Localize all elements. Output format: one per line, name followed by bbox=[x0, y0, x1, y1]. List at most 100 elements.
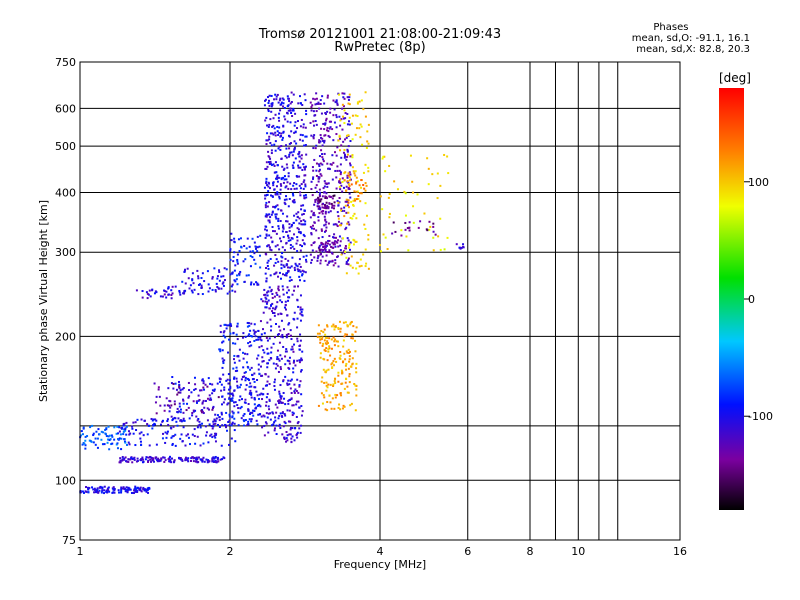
echo-point bbox=[154, 401, 157, 404]
echo-point bbox=[79, 491, 82, 494]
echo-point bbox=[301, 350, 304, 353]
echo-point bbox=[289, 420, 292, 423]
echo-point bbox=[324, 223, 327, 226]
echo-point bbox=[134, 444, 137, 447]
echo-point bbox=[367, 170, 370, 173]
echo-point bbox=[251, 335, 254, 338]
echo-point bbox=[229, 392, 232, 395]
echo-point bbox=[277, 400, 280, 403]
echo-point bbox=[304, 144, 307, 147]
echo-point bbox=[197, 394, 200, 397]
echo-point bbox=[293, 148, 296, 151]
echo-point bbox=[256, 246, 259, 249]
echo-point bbox=[256, 404, 259, 407]
echo-point bbox=[291, 192, 294, 195]
echo-point bbox=[304, 99, 307, 102]
echo-point bbox=[243, 424, 246, 427]
echo-point bbox=[285, 144, 288, 147]
echo-point bbox=[336, 211, 339, 214]
echo-point bbox=[276, 244, 279, 247]
echo-point bbox=[305, 135, 308, 138]
echo-point bbox=[276, 349, 279, 352]
echo-point bbox=[279, 400, 282, 403]
echo-point bbox=[333, 233, 336, 236]
echo-point bbox=[228, 338, 231, 341]
echo-point bbox=[355, 394, 358, 397]
echo-point bbox=[261, 360, 264, 363]
echo-point bbox=[291, 245, 294, 248]
echo-point bbox=[257, 368, 260, 371]
echo-point bbox=[194, 383, 197, 386]
echo-point bbox=[339, 188, 342, 191]
echo-point bbox=[286, 215, 289, 218]
echo-point bbox=[299, 191, 302, 194]
echo-point bbox=[262, 414, 265, 417]
echo-point bbox=[298, 217, 301, 220]
echo-point bbox=[323, 128, 326, 131]
echo-point bbox=[347, 174, 350, 177]
echo-point bbox=[277, 289, 280, 292]
echo-point bbox=[245, 361, 248, 364]
echo-point bbox=[207, 459, 210, 462]
echo-point bbox=[187, 406, 190, 409]
echo-point bbox=[271, 302, 274, 305]
echo-point bbox=[153, 292, 156, 295]
echo-point bbox=[337, 245, 340, 248]
echo-point bbox=[300, 357, 303, 360]
echo-point bbox=[288, 322, 291, 325]
echo-point bbox=[88, 486, 91, 489]
echo-point bbox=[336, 199, 339, 202]
echo-point bbox=[165, 436, 168, 439]
echo-point bbox=[222, 456, 225, 459]
grid-lines bbox=[80, 62, 680, 540]
echo-point bbox=[221, 395, 224, 398]
echo-point bbox=[130, 456, 133, 459]
echo-point bbox=[276, 406, 279, 409]
echo-point bbox=[412, 191, 415, 194]
echo-point bbox=[259, 254, 262, 257]
echo-point bbox=[338, 115, 341, 118]
echo-point bbox=[320, 329, 323, 332]
echo-point bbox=[141, 296, 144, 299]
echo-point bbox=[274, 306, 277, 309]
echo-point bbox=[297, 231, 300, 234]
echo-point bbox=[230, 239, 233, 242]
echo-point bbox=[334, 151, 337, 154]
echo-point bbox=[351, 156, 354, 159]
echo-point bbox=[293, 383, 296, 386]
echo-point bbox=[231, 392, 234, 395]
echo-point bbox=[232, 411, 235, 414]
echo-point bbox=[179, 419, 182, 422]
echo-point bbox=[167, 287, 170, 290]
echo-point bbox=[228, 415, 231, 418]
echo-point bbox=[345, 185, 348, 188]
echo-point bbox=[269, 118, 272, 121]
echo-point bbox=[332, 243, 335, 246]
echo-point bbox=[287, 239, 290, 242]
echo-point bbox=[337, 374, 340, 377]
echo-point bbox=[301, 269, 304, 272]
echo-point bbox=[213, 434, 216, 437]
echo-point bbox=[462, 243, 465, 246]
echo-point bbox=[303, 194, 306, 197]
echo-point bbox=[277, 358, 280, 361]
echo-point bbox=[153, 422, 156, 425]
echo-point bbox=[328, 249, 331, 252]
echo-point bbox=[298, 152, 301, 155]
echo-point bbox=[346, 153, 349, 156]
echo-point bbox=[320, 136, 323, 139]
echo-point bbox=[338, 357, 341, 360]
echo-point bbox=[337, 204, 340, 207]
echo-point bbox=[94, 437, 97, 440]
echo-point bbox=[285, 333, 288, 336]
echo-point bbox=[287, 379, 290, 382]
echo-point bbox=[213, 457, 216, 460]
echo-point bbox=[184, 459, 187, 462]
echo-point bbox=[147, 459, 150, 462]
echo-point bbox=[288, 100, 291, 103]
echo-point bbox=[178, 402, 181, 405]
echo-point bbox=[338, 197, 341, 200]
echo-point bbox=[238, 274, 241, 277]
echo-point bbox=[271, 132, 274, 135]
echo-point bbox=[318, 336, 321, 339]
